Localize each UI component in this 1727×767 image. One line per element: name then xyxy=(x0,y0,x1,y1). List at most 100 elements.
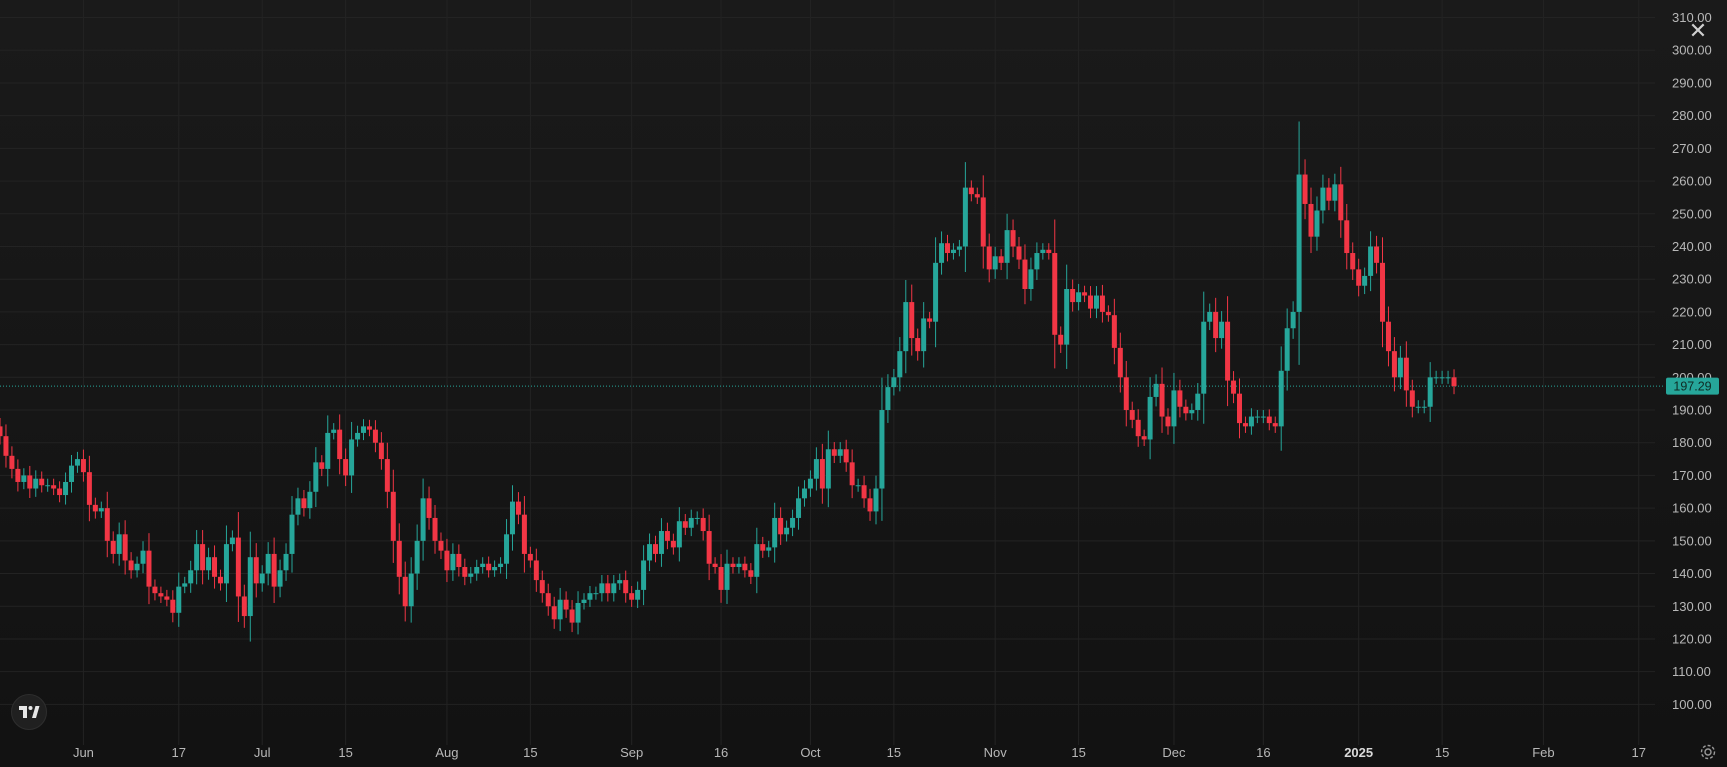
time-tick-label: 16 xyxy=(714,745,728,760)
candle-body xyxy=(1117,347,1123,378)
candle-body xyxy=(420,498,426,541)
candle-body xyxy=(629,593,635,600)
candle-body xyxy=(998,256,1004,263)
candle-body xyxy=(903,302,909,352)
price-tick-label: 310.00 xyxy=(1672,10,1712,25)
settings-button[interactable] xyxy=(1699,743,1717,761)
time-tick-label: Nov xyxy=(984,745,1008,760)
candle-body xyxy=(1380,262,1386,322)
candle-body xyxy=(956,246,962,250)
candle-body xyxy=(772,517,778,548)
candle-body xyxy=(855,485,861,487)
price-tick-label: 230.00 xyxy=(1672,272,1712,287)
candle-body xyxy=(968,187,974,195)
candle-body xyxy=(408,573,414,607)
price-tick-label: 130.00 xyxy=(1672,599,1712,614)
candle-body xyxy=(617,580,623,584)
candle-body xyxy=(217,576,223,584)
candle-body xyxy=(1433,377,1439,379)
price-tick-label: 140.00 xyxy=(1672,566,1712,581)
tradingview-logo[interactable] xyxy=(11,694,47,730)
candle-body xyxy=(700,517,706,532)
candle-body xyxy=(1040,249,1046,254)
price-tick-label: 190.00 xyxy=(1672,403,1712,418)
price-tick-label: 290.00 xyxy=(1672,75,1712,90)
candle-body xyxy=(1248,416,1254,427)
candle-body xyxy=(378,442,384,460)
last-price-badge: 197.29 xyxy=(1666,377,1719,395)
candle-body xyxy=(1004,230,1010,263)
candle-body xyxy=(74,459,80,466)
candle-body xyxy=(647,544,653,561)
candle-body xyxy=(1082,292,1088,296)
time-tick-label: 15 xyxy=(338,745,352,760)
candle-body xyxy=(152,586,158,594)
candle-body xyxy=(1171,390,1177,427)
price-tick-label: 250.00 xyxy=(1672,206,1712,221)
candle-body xyxy=(1195,393,1201,411)
candle-body xyxy=(1159,383,1165,417)
time-axis[interactable]: Jun 17 Jul 15 Aug 15 Sep 16 Oct 15 Nov 15 Dec 16 2025 1… xyxy=(73,745,1646,760)
candle-body xyxy=(1111,315,1117,348)
candle-body xyxy=(885,387,891,411)
candle-body xyxy=(337,429,343,460)
candle-body xyxy=(33,478,39,489)
candle-body xyxy=(15,468,21,482)
candle-body xyxy=(1022,259,1028,290)
candle-body xyxy=(1213,311,1219,339)
time-tick-label: 15 xyxy=(1071,745,1085,760)
candle-body xyxy=(176,586,182,613)
candle-body xyxy=(366,426,372,430)
candle-body xyxy=(736,563,742,568)
candle-body xyxy=(116,534,122,554)
candle-body xyxy=(1099,295,1105,312)
candle-body xyxy=(343,459,349,476)
candle-body xyxy=(164,596,170,600)
candle-body xyxy=(1314,210,1320,237)
price-tick-label: 240.00 xyxy=(1672,239,1712,254)
candle-body xyxy=(372,429,378,443)
candle-body xyxy=(1374,246,1380,263)
candle-body xyxy=(1236,393,1242,424)
candle-body xyxy=(706,531,712,564)
candle-body xyxy=(63,481,69,496)
time-tick-label: Aug xyxy=(435,745,458,760)
candle-body xyxy=(492,567,498,571)
candle-body xyxy=(1368,246,1374,276)
close-button[interactable]: ✕ xyxy=(1687,20,1709,42)
candle-body xyxy=(1183,406,1189,414)
candle-body xyxy=(504,534,510,564)
candle-body xyxy=(396,540,402,577)
candle-body xyxy=(933,262,939,322)
candle-body xyxy=(605,583,611,594)
candle-body xyxy=(456,553,462,568)
candle-body xyxy=(1326,187,1332,201)
candle-body xyxy=(158,593,164,597)
candle-body xyxy=(1231,380,1237,394)
candle-body xyxy=(1356,269,1362,286)
candle-body xyxy=(462,567,468,577)
candle-body xyxy=(289,514,295,554)
candle-body xyxy=(3,436,9,456)
gear-icon xyxy=(1700,744,1716,760)
candle-body xyxy=(1332,184,1338,201)
price-tick-label: 270.00 xyxy=(1672,141,1712,156)
candle-body xyxy=(1052,253,1058,335)
price-axis[interactable]: 100.00 110.00 120.00 130.00 140.00 150.00 160.… xyxy=(1672,10,1712,712)
price-tick-label: 300.00 xyxy=(1672,43,1712,58)
candle-body xyxy=(80,459,86,473)
candle-body xyxy=(658,531,664,554)
candle-body xyxy=(498,563,504,568)
candle-body xyxy=(1260,416,1266,418)
candle-body xyxy=(533,560,539,581)
candle-body xyxy=(837,449,843,456)
candle-body xyxy=(319,462,325,469)
candle-body xyxy=(104,508,110,541)
candle-body xyxy=(861,485,867,499)
candle-body xyxy=(146,550,152,587)
candle-body xyxy=(57,488,63,496)
candle-body xyxy=(474,567,480,574)
candle-body xyxy=(843,449,849,463)
